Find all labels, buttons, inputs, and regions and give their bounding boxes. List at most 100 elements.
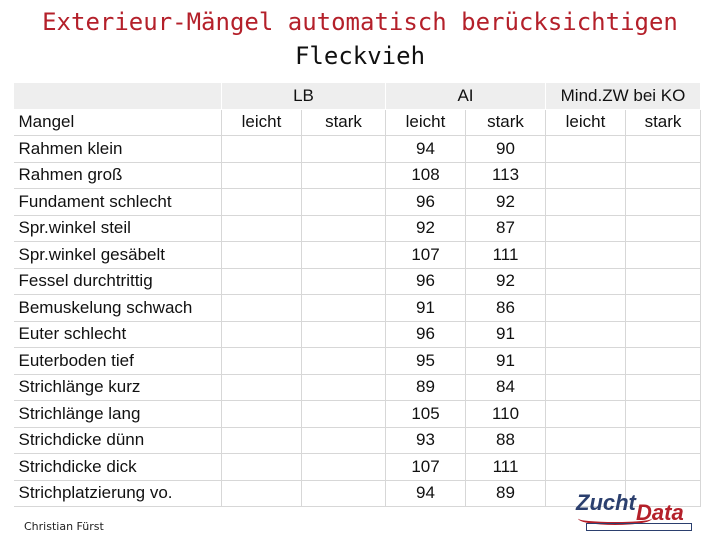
- row-name: Spr.winkel steil: [13, 214, 222, 242]
- mind-stark-cell: [625, 188, 701, 216]
- lb-leicht-cell: [221, 479, 302, 507]
- table-row: Fessel durchtrittig 96 92: [13, 267, 701, 295]
- table-row: Bemuskelung schwach 91 86: [13, 294, 701, 322]
- al-leicht-cell: 96: [385, 188, 466, 216]
- table-row: Fundament schlecht 96 92: [13, 188, 701, 216]
- lb-leicht-cell: [221, 426, 302, 454]
- lb-stark-cell: [301, 400, 386, 428]
- lb-leicht-cell: [221, 135, 302, 163]
- lb-stark-cell: [301, 241, 386, 269]
- mind-stark-cell: [625, 135, 701, 163]
- lb-stark-cell: [301, 347, 386, 375]
- lb-leicht-cell: [221, 188, 302, 216]
- al-leicht-cell: 96: [385, 320, 466, 348]
- lb-stark-cell: [301, 426, 386, 454]
- mind-stark-cell: [625, 294, 701, 322]
- mind-stark-cell: [625, 400, 701, 428]
- header-lb-stark: stark: [301, 108, 386, 136]
- logo-tagline-bar: [586, 523, 692, 531]
- al-leicht-cell: 94: [385, 479, 466, 507]
- lb-stark-cell: [301, 453, 386, 481]
- group-al: AI: [385, 82, 546, 110]
- row-name: Euter schlecht: [13, 320, 222, 348]
- row-name: Bemuskelung schwach: [13, 294, 222, 322]
- al-stark-cell: 110: [465, 400, 546, 428]
- mind-leicht-cell: [545, 294, 626, 322]
- mind-stark-cell: [625, 267, 701, 295]
- author-footer: Christian Fürst: [24, 520, 104, 533]
- table-row: Strichdicke dünn 93 88: [13, 426, 701, 454]
- column-header-row: Mangel leicht stark leicht stark leicht …: [13, 108, 701, 136]
- mind-stark-cell: [625, 161, 701, 189]
- table-row: Spr.winkel gesäbelt 107 111: [13, 241, 701, 269]
- zuchtdata-logo: Zucht Data: [576, 490, 692, 531]
- mind-stark-cell: [625, 479, 701, 507]
- mind-leicht-cell: [545, 188, 626, 216]
- header-lb-leicht: leicht: [221, 108, 302, 136]
- al-stark-cell: 86: [465, 294, 546, 322]
- mind-leicht-cell: [545, 241, 626, 269]
- al-stark-cell: 90: [465, 135, 546, 163]
- mind-leicht-cell: [545, 373, 626, 401]
- al-stark-cell: 111: [465, 241, 546, 269]
- defects-table: LB AI Mind.ZW bei KO Mangel leicht stark…: [13, 82, 701, 507]
- group-header-row: LB AI Mind.ZW bei KO: [13, 82, 701, 110]
- table-row: Strichplatzierung vo. 94 89: [13, 479, 701, 507]
- al-stark-cell: 87: [465, 214, 546, 242]
- al-stark-cell: 113: [465, 161, 546, 189]
- row-name: Strichlänge lang: [13, 400, 222, 428]
- mind-stark-cell: [625, 373, 701, 401]
- header-mangel: Mangel: [13, 108, 222, 136]
- lb-stark-cell: [301, 135, 386, 163]
- al-leicht-cell: 108: [385, 161, 466, 189]
- al-stark-cell: 84: [465, 373, 546, 401]
- lb-leicht-cell: [221, 241, 302, 269]
- row-name: Euterboden tief: [13, 347, 222, 375]
- lb-stark-cell: [301, 214, 386, 242]
- logo-word-zucht: Zucht: [576, 490, 636, 515]
- group-lb: LB: [221, 82, 386, 110]
- lb-leicht-cell: [221, 373, 302, 401]
- mind-stark-cell: [625, 426, 701, 454]
- mind-leicht-cell: [545, 453, 626, 481]
- lb-stark-cell: [301, 479, 386, 507]
- row-name: Spr.winkel gesäbelt: [13, 241, 222, 269]
- header-empty-cell: [13, 82, 222, 110]
- al-leicht-cell: 107: [385, 453, 466, 481]
- al-stark-cell: 111: [465, 453, 546, 481]
- lb-leicht-cell: [221, 294, 302, 322]
- mind-leicht-cell: [545, 347, 626, 375]
- header-mind-leicht: leicht: [545, 108, 626, 136]
- lb-leicht-cell: [221, 453, 302, 481]
- row-name: Strichdicke dick: [13, 453, 222, 481]
- al-stark-cell: 92: [465, 267, 546, 295]
- mind-leicht-cell: [545, 267, 626, 295]
- al-stark-cell: 89: [465, 479, 546, 507]
- lb-stark-cell: [301, 320, 386, 348]
- header-mind-stark: stark: [625, 108, 701, 136]
- table-row: Rahmen groß 108 113: [13, 161, 701, 189]
- al-leicht-cell: 107: [385, 241, 466, 269]
- lb-leicht-cell: [221, 161, 302, 189]
- mind-leicht-cell: [545, 426, 626, 454]
- lb-stark-cell: [301, 188, 386, 216]
- table-row: Strichlänge kurz 89 84: [13, 373, 701, 401]
- al-stark-cell: 91: [465, 320, 546, 348]
- al-stark-cell: 92: [465, 188, 546, 216]
- mind-leicht-cell: [545, 400, 626, 428]
- table-row: Strichlänge lang 105 110: [13, 400, 701, 428]
- slide-subtitle: Fleckvieh: [294, 42, 426, 70]
- table-row: Strichdicke dick 107 111: [13, 453, 701, 481]
- lb-stark-cell: [301, 267, 386, 295]
- lb-stark-cell: [301, 294, 386, 322]
- al-leicht-cell: 92: [385, 214, 466, 242]
- row-name: Fundament schlecht: [13, 188, 222, 216]
- lb-stark-cell: [301, 161, 386, 189]
- slide-title: Exterieur-Mängel automatisch berücksicht…: [42, 8, 678, 36]
- al-leicht-cell: 105: [385, 400, 466, 428]
- mind-stark-cell: [625, 214, 701, 242]
- mind-leicht-cell: [545, 161, 626, 189]
- header-al-leicht: leicht: [385, 108, 466, 136]
- mind-leicht-cell: [545, 135, 626, 163]
- table-row: Rahmen klein 94 90: [13, 135, 701, 163]
